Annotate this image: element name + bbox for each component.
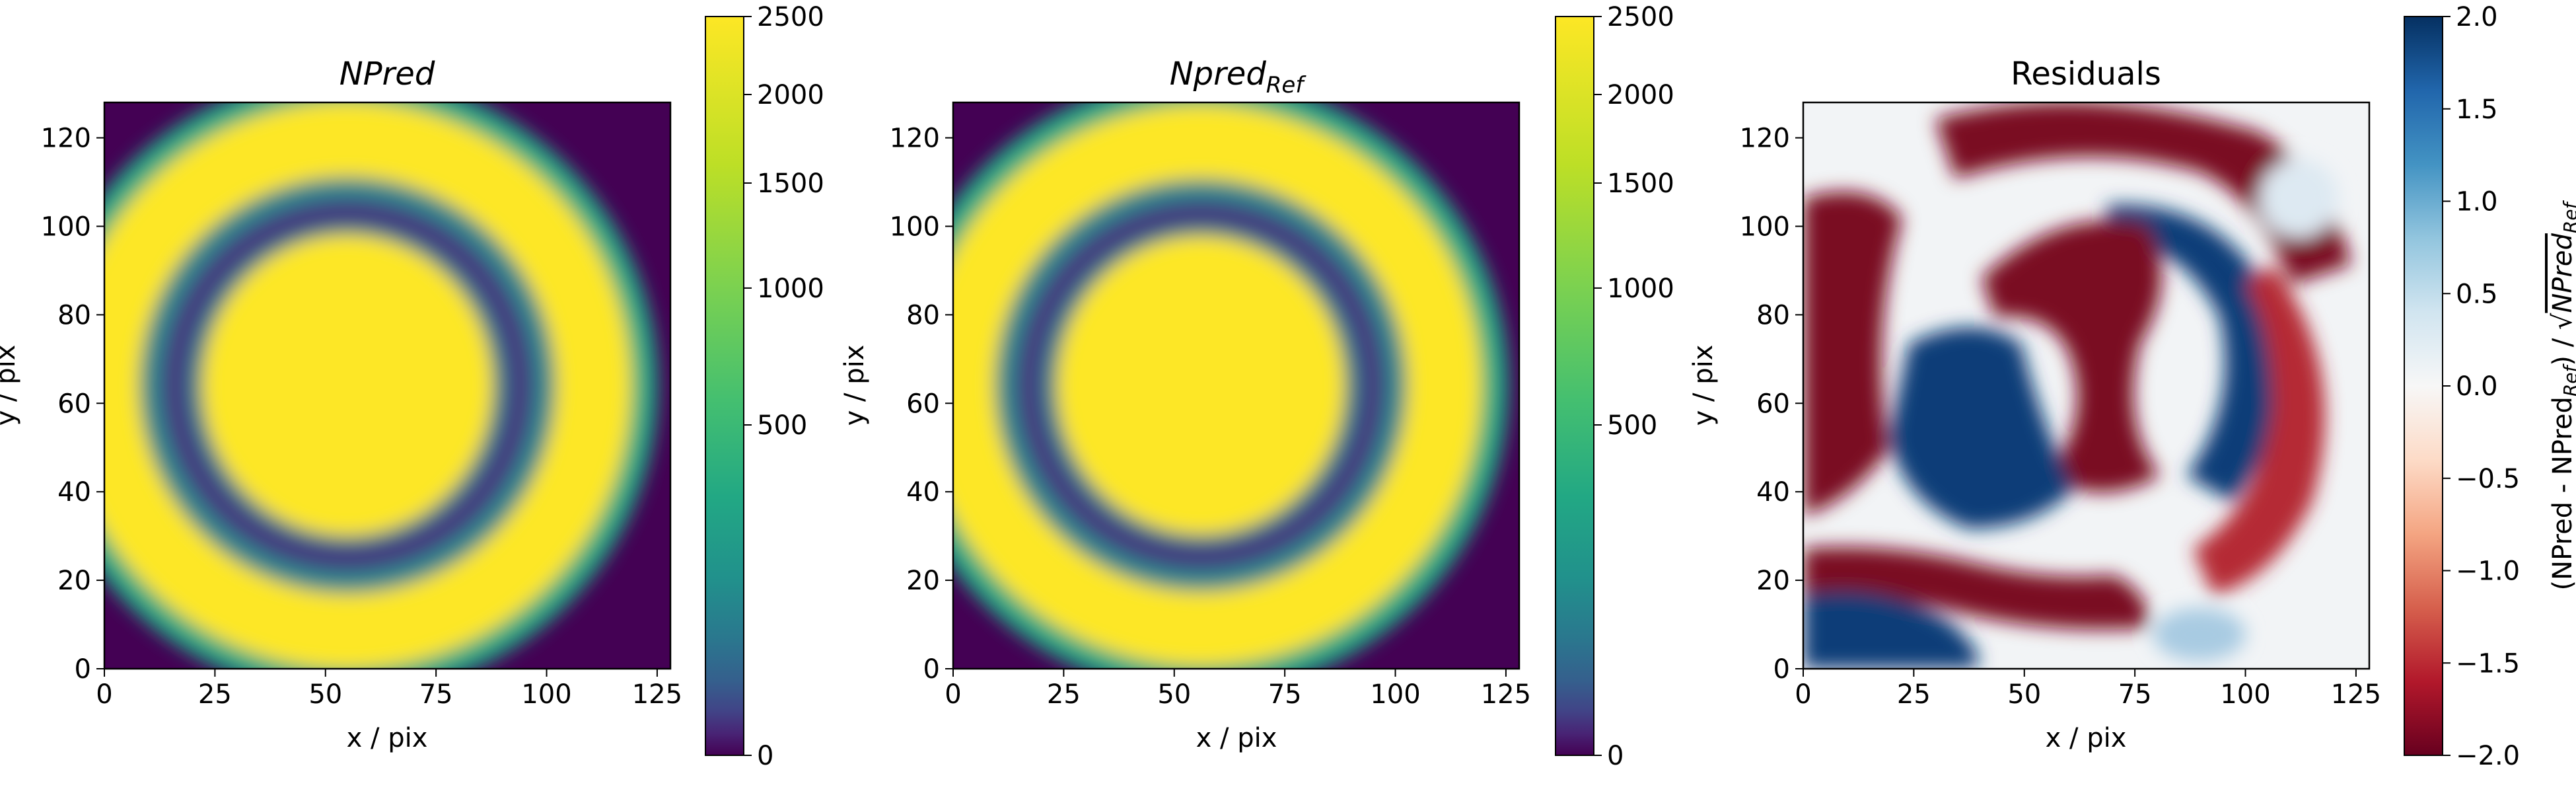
y-axis-label: y / pix (0, 345, 21, 426)
panel-residuals: Residuals 0 25 50 75 100 125 020406080100120 … (1688, 2, 2576, 771)
x-tick-label: 0 (945, 679, 961, 710)
colorbar-tick-label: 1500 (1607, 169, 1674, 199)
y-tick-label: 80 (906, 300, 940, 330)
y-ticks: 0 20 40 60 80 100 120 (1740, 124, 1803, 685)
colorbar-tick-label: 1500 (757, 169, 824, 199)
x-tick-label: 75 (2118, 679, 2152, 710)
colorbar-tick-label: 0.0 (2456, 371, 2498, 402)
x-tick-label: 100 (1370, 679, 1420, 710)
x-axis-label: x / pix (2046, 723, 2127, 753)
colorbar-ticks: 0 500 1000 1500 2000 2500 (1594, 2, 1674, 771)
x-tick-label: 100 (521, 679, 571, 710)
y-tick-label: 40 (906, 477, 940, 508)
colorbar-tick-label: 1.0 (2456, 187, 2498, 217)
colorbar-tick-label: 1000 (1607, 274, 1674, 304)
colorbar-tick-label: 2.0 (2456, 2, 2498, 32)
y-tick-label: 80 (57, 300, 91, 330)
y-tick-label: 0 (923, 654, 940, 685)
x-ticks: 0 25 50 75 100 125 (1795, 669, 2381, 710)
colorbar-tick-label: 2500 (757, 2, 824, 32)
colorbar-tick-label: 0 (1607, 741, 1624, 771)
x-tick-label: 125 (2331, 679, 2381, 710)
y-axis-label: y / pix (1688, 345, 1719, 426)
x-tick-label: 50 (2007, 679, 2041, 710)
colorbar-tick-label: −0.5 (2456, 464, 2520, 494)
y-tick-label: 120 (41, 124, 91, 154)
y-ticks: 0 20 40 60 80 100 120 (41, 124, 104, 685)
x-tick-label: 25 (1897, 679, 1931, 710)
x-tick-label: 75 (419, 679, 453, 710)
colorbar-tick-label: 0 (757, 741, 773, 771)
y-tick-label: 120 (1740, 124, 1790, 154)
colorbar-tick-label: 1000 (757, 274, 824, 304)
y-tick-label: 100 (41, 211, 91, 242)
colorbar (705, 16, 744, 756)
y-tick-label: 120 (890, 124, 940, 154)
y-tick-label: 40 (57, 477, 91, 508)
x-ticks: 0 25 50 75 100 125 (96, 669, 682, 710)
panel-title: Residuals (2011, 56, 2161, 93)
x-tick-label: 0 (96, 679, 112, 710)
x-tick-label: 0 (1795, 679, 1811, 710)
panel-npred: NPred 0 25 50 75 100 125 0 20 40 60 80 100 120 x / … (0, 2, 824, 771)
x-tick-label: 25 (198, 679, 232, 710)
y-tick-label: 40 (1756, 477, 1790, 508)
y-tick-label: 20 (1756, 566, 1790, 596)
x-tick-label: 50 (308, 679, 342, 710)
colorbar-tick-label: 500 (757, 410, 807, 441)
colorbar-tick-label: 2500 (1607, 2, 1674, 32)
colorbar-tick-label: 2000 (757, 80, 824, 110)
x-tick-label: 50 (1157, 679, 1191, 710)
heatmap-residuals (1803, 102, 2369, 669)
y-tick-label: 20 (906, 566, 940, 596)
colorbar-tick-label: 0.5 (2456, 279, 2498, 309)
y-ticks: 0 20 40 60 80 100 120 (890, 124, 953, 685)
axes-frame (1802, 101, 2371, 670)
panel-title: NpredRef (1170, 56, 1307, 98)
colorbar-tick-label: −2.0 (2456, 741, 2520, 771)
y-tick-label: 60 (906, 389, 940, 419)
colorbar (1555, 16, 1594, 756)
x-ticks: 0 25 50 75 100 125 (945, 669, 1531, 710)
y-tick-label: 100 (890, 211, 940, 242)
x-tick-label: 100 (2220, 679, 2270, 710)
x-tick-label: 125 (632, 679, 682, 710)
x-tick-label: 25 (1047, 679, 1081, 710)
panel-title: NPred (340, 56, 435, 93)
colorbar-tick-label: 500 (1607, 410, 1657, 441)
colorbar-ticks: 0 500 1000 1500 2000 2500 (744, 2, 824, 771)
axes-frame (103, 101, 672, 670)
colorbar (2404, 16, 2443, 756)
colorbar-ticks: 2.0 1.5 1.0 0.5 0.0 −0.5 −1.0 −1.5 −2.0 (2443, 2, 2520, 771)
y-tick-label: 0 (75, 654, 91, 685)
colorbar-tick-label: −1.5 (2456, 648, 2520, 679)
x-axis-label: x / pix (347, 723, 428, 753)
panel-npred-ref: NpredRef 0 25 50 75 100 125 0 20 40 60 80 100 120 x… (840, 2, 1674, 771)
y-tick-label: 100 (1740, 211, 1790, 242)
y-tick-label: 80 (1756, 300, 1790, 330)
y-axis-label: y / pix (840, 345, 870, 426)
x-tick-label: 75 (1268, 679, 1302, 710)
x-tick-label: 125 (1481, 679, 1531, 710)
heatmap-npred (104, 102, 670, 669)
x-axis-label: x / pix (1196, 723, 1277, 753)
colorbar-label: (NPred - NPredRef) / √NPredRef (2548, 200, 2576, 590)
y-tick-label: 60 (1756, 389, 1790, 419)
y-tick-label: 0 (1773, 654, 1790, 685)
y-tick-label: 20 (57, 566, 91, 596)
colorbar-tick-label: −1.0 (2456, 556, 2520, 587)
axes-frame (952, 101, 1521, 670)
colorbar-tick-label: 2000 (1607, 80, 1674, 110)
heatmap-npred-ref (953, 102, 1519, 669)
colorbar-tick-label: 1.5 (2456, 94, 2498, 125)
y-tick-label: 60 (57, 389, 91, 419)
